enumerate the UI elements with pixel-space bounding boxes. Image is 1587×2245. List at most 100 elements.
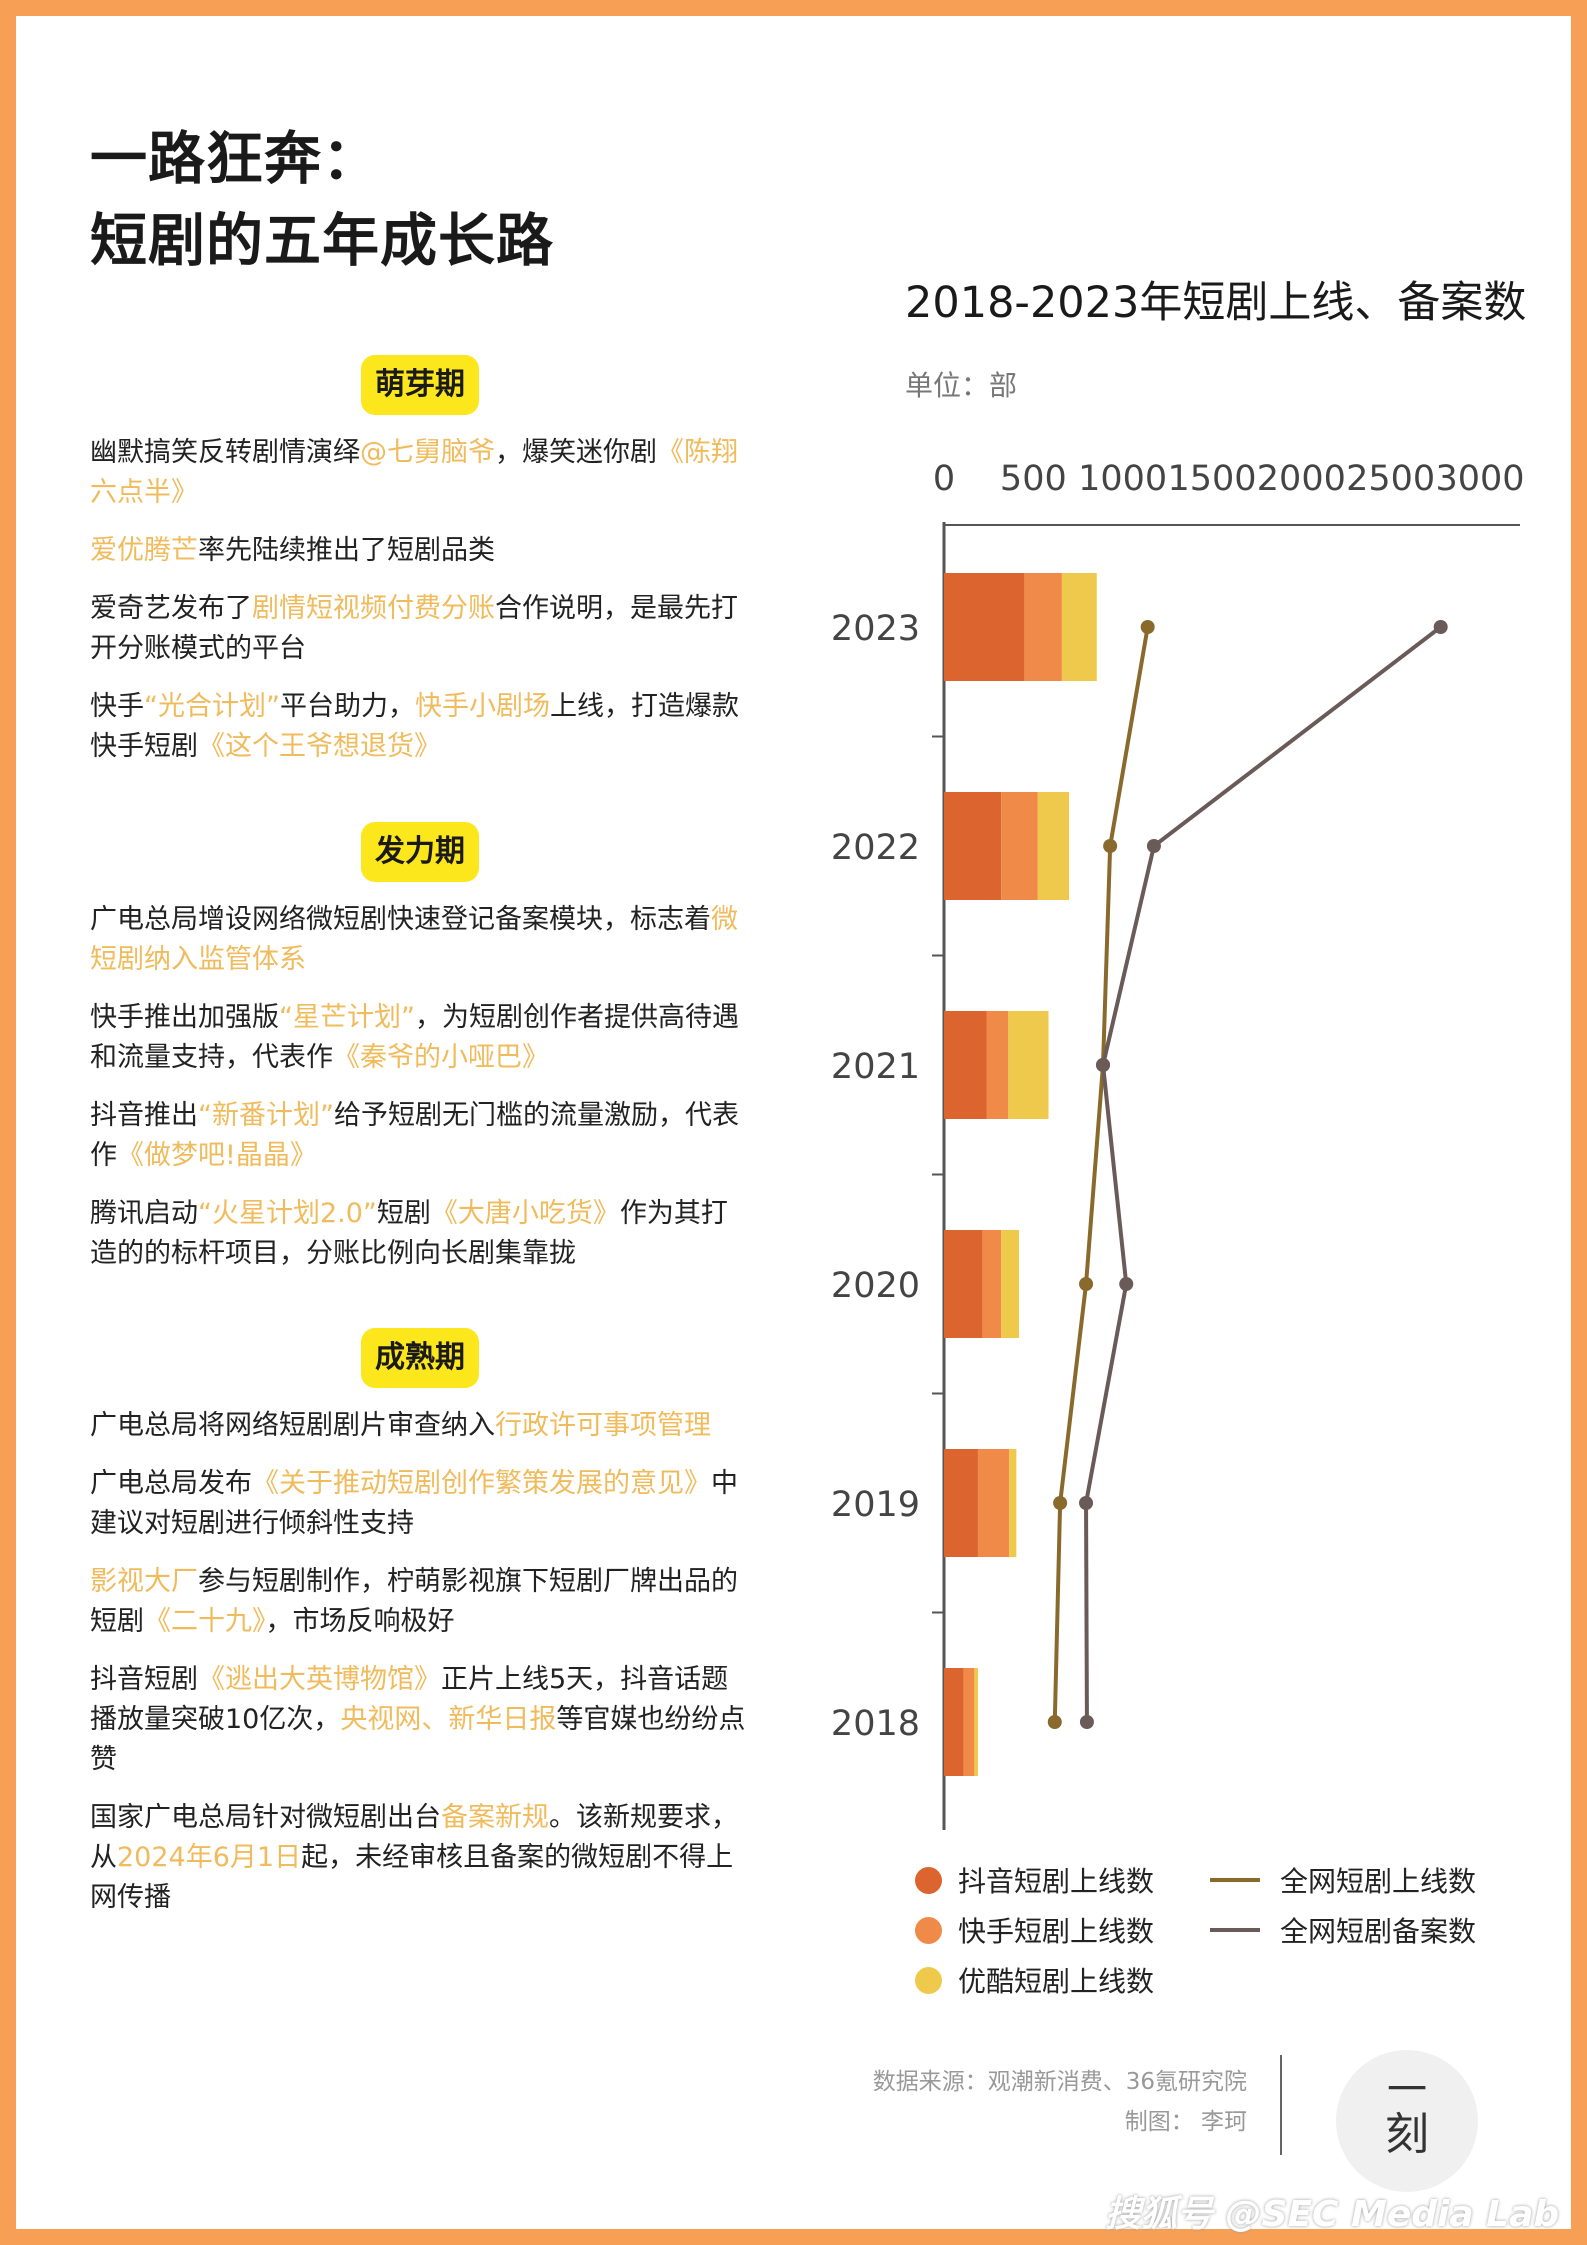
highlight-text: 央视网、新华日报 xyxy=(340,1704,557,1735)
timeline-item: 腾讯启动“火星计划2.0”短剧《大唐小吃货》作为其打造的的标杆项目，分账比例向长… xyxy=(90,1194,750,1274)
bar-segment xyxy=(944,1011,987,1119)
x-tick-label: 0 xyxy=(933,459,955,499)
legend-item: 快手短剧上线数 xyxy=(915,1910,1154,1950)
timeline-item: 广电总局增设网络微短剧快速登记备案模块，标志着微短剧纳入监管体系 xyxy=(90,900,750,980)
body-text: 快手推出加强版 xyxy=(90,1002,279,1033)
bar-segment xyxy=(1008,1011,1049,1119)
highlight-text: 《这个王爷想退货》 xyxy=(198,731,441,762)
body-text: ，为短剧创作者提供高待遇和流量支持，代表作 xyxy=(90,1002,739,1073)
bar-segment xyxy=(986,1011,1009,1119)
body-text: ，爆笑迷你剧 xyxy=(495,437,657,468)
highlight-text: 《大唐小吃货》 xyxy=(430,1198,620,1229)
title-line-2: 短剧的五年成长路 xyxy=(90,208,554,274)
y-category-label: 2021 xyxy=(831,1047,920,1087)
legend-label: 全网短剧备案数 xyxy=(1280,1915,1477,1948)
body-text: 国家广电总局针对微短剧出台 xyxy=(90,1802,441,1833)
y-category-label: 2019 xyxy=(831,1485,920,1525)
legend-dot-icon xyxy=(915,1866,942,1894)
line-point xyxy=(1079,1715,1094,1729)
maker-text: 制图： 李珂 xyxy=(1124,2109,1247,2135)
phase-mature: 成熟期广电总局将网络短剧剧片审查纳入行政许可事项管理广电总局发布《关于推动短剧创… xyxy=(90,1328,750,1918)
body-text: 中建议对短剧进行倾斜性支持 xyxy=(90,1468,738,1539)
timeline-item: 幽默搞笑反转剧情演绎@七舅脑爷，爆笑迷你剧《陈翔六点半》 xyxy=(90,433,750,513)
timeline-item: 快手推出加强版“星芒计划”，为短剧创作者提供高待遇和流量支持，代表作《秦爷的小哑… xyxy=(90,998,750,1078)
y-category-label: 2018 xyxy=(831,1704,920,1744)
bar-segment xyxy=(944,1668,964,1776)
phase-label: 成熟期 xyxy=(361,1328,479,1388)
x-tick-label: 3000 xyxy=(1435,459,1524,499)
bar-segment xyxy=(944,1449,978,1557)
line-point xyxy=(1119,1277,1134,1291)
body-text: 广电总局发布 xyxy=(90,1468,252,1499)
y-category-label: 2022 xyxy=(831,828,920,868)
highlight-text: “星芒计划” xyxy=(279,1002,415,1033)
page-title: 一路狂奔： 短剧的五年成长路 xyxy=(90,118,554,282)
x-tick-label: 1500 xyxy=(1167,459,1256,499)
body-text: 作为其打造的的标杆项目，分账比例向长剧集靠拢 xyxy=(90,1198,728,1269)
legend-label: 优酷短剧上线数 xyxy=(958,1965,1155,1998)
body-text: 抖音短剧 xyxy=(90,1664,198,1695)
watermark: 搜狐号 @SEC Media Lab xyxy=(1105,2194,1560,2235)
line-point xyxy=(1433,620,1448,634)
highlight-text: 爱优腾芒 xyxy=(90,535,198,566)
line-point xyxy=(1047,1715,1062,1729)
line-point xyxy=(1079,1496,1094,1510)
title-line-1: 一路狂奔： xyxy=(90,126,380,192)
body-text: 平台助力， xyxy=(279,691,415,722)
timeline-item: 广电总局将网络短剧剧片审查纳入行政许可事项管理 xyxy=(90,1406,750,1446)
footer-divider xyxy=(1280,2055,1282,2155)
body-text: 短剧 xyxy=(376,1198,431,1229)
highlight-text: “光合计划” xyxy=(144,691,280,722)
bar-segment xyxy=(963,1668,975,1776)
page xyxy=(16,16,1571,2229)
y-category-label: 2020 xyxy=(831,1266,920,1306)
body-text: 腾讯启动 xyxy=(90,1198,198,1229)
highlight-text: @七舅脑爷 xyxy=(360,437,495,468)
highlight-text: 微短剧纳入监管体系 xyxy=(90,904,738,975)
legend-item: 优酷短剧上线数 xyxy=(915,1960,1154,2000)
timeline-item: 爱奇艺发布了剧情短视频付费分账合作说明，是最先打开分账模式的平台 xyxy=(90,589,750,669)
phase-growth: 发力期 广电总局增设网络微短剧快速登记备案模块，标志着微短剧纳入监管体系 快手推出加… xyxy=(90,822,750,1274)
line-point xyxy=(1053,1496,1068,1510)
body-text: 合作说明，是最先打开分账模式的平台 xyxy=(90,593,738,664)
body-text: ，市场反响极好 xyxy=(265,1606,455,1637)
timeline-item: 抖音推出“新番计划”给予短剧无门槛的流量激励，代表作《做梦吧!晶晶》 xyxy=(90,1096,750,1176)
unit-label: 单位：部 xyxy=(905,369,1018,402)
legend-item: 抖音短剧上线数 xyxy=(915,1860,1154,1900)
highlight-text: 行政许可事项管理 xyxy=(495,1410,711,1441)
timeline-item: 爱优腾芒率先陆续推出了短剧品类 xyxy=(90,531,750,571)
legend-dot-icon xyxy=(915,1916,942,1944)
body-text: 等官媒也纷纷点赞 xyxy=(90,1704,746,1775)
x-tick-label: 2500 xyxy=(1346,459,1435,499)
line-point xyxy=(1103,839,1118,853)
brand-logo: 一 刻 xyxy=(1336,2050,1478,2192)
timeline-item: 国家广电总局针对微短剧出台备案新规。该新规要求，从2024年6月1日起，未经审核… xyxy=(90,1798,750,1918)
line-point xyxy=(1096,1058,1111,1072)
body-text: 爱奇艺发布了 xyxy=(90,593,252,624)
legend-item: 全网短剧上线数 xyxy=(1210,1860,1476,1900)
body-text: 快手 xyxy=(90,691,144,722)
body-text: 给予短剧无门槛的流量激励，代表作 xyxy=(90,1100,739,1171)
highlight-text: 《陈翔六点半》 xyxy=(90,437,738,508)
bar-segment xyxy=(1009,1449,1017,1557)
timeline-item: 抖音短剧《逃出大英博物馆》正片上线5天，抖音话题播放量突破10亿次，央视网、新华… xyxy=(90,1660,750,1780)
body-text: 广电总局将网络短剧剧片审查纳入 xyxy=(90,1410,495,1441)
bar-segment xyxy=(977,1449,1010,1557)
bar-segment xyxy=(1037,792,1070,900)
legend-item: 全网短剧备案数 xyxy=(1210,1910,1476,1950)
body-text: 参与短剧制作，柠萌影视旗下短剧厂牌出品的短剧 xyxy=(90,1566,738,1637)
highlight-text: 快手小剧场 xyxy=(414,691,550,722)
body-text: 广电总局增设网络微短剧快速登记备案模块，标志着 xyxy=(90,904,711,935)
line-point xyxy=(1079,1277,1094,1291)
highlight-text: 《做梦吧!晶晶》 xyxy=(117,1140,317,1171)
timeline-item: 广电总局发布《关于推动短剧创作繁策发展的意见》中建议对短剧进行倾斜性支持 xyxy=(90,1464,750,1544)
body-text: 幽默搞笑反转剧情演绎 xyxy=(90,437,360,468)
highlight-text: “火星计划2.0” xyxy=(198,1198,377,1229)
bar-segment xyxy=(982,1230,1002,1338)
bar-segment xyxy=(944,573,1025,681)
series-line xyxy=(1084,625,1442,1723)
x-tick-label: 1000 xyxy=(1078,459,1167,499)
phase-label: 萌芽期 xyxy=(361,355,479,415)
highlight-text: 剧情短视频付费分账 xyxy=(252,593,495,624)
body-text: 正片上线5天，抖音话题播放量突破10亿次， xyxy=(90,1664,729,1735)
